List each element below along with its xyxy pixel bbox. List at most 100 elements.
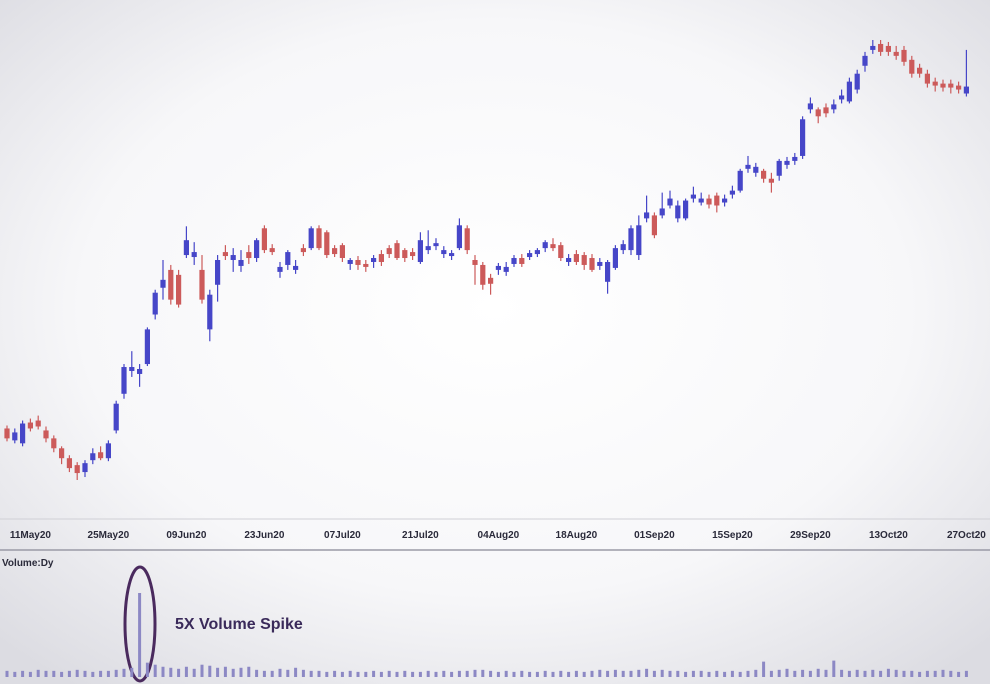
candle-body <box>901 49 907 62</box>
volume-bar <box>309 670 313 677</box>
candle-body <box>776 160 782 176</box>
volume-bar <box>387 670 391 677</box>
candle-body <box>277 266 283 272</box>
volume-bar <box>340 671 344 677</box>
volume-bar <box>153 664 157 677</box>
volume-bar <box>5 670 9 677</box>
volume-bar <box>832 660 836 677</box>
candle-body <box>82 463 88 473</box>
candle-body <box>441 250 447 255</box>
candle-body <box>495 265 501 270</box>
volume-bar <box>91 671 95 677</box>
volume-bar <box>668 670 672 677</box>
volume-bar <box>418 671 422 677</box>
volume-bar <box>450 671 454 677</box>
candle-body <box>12 432 18 441</box>
volume-bar <box>473 669 477 677</box>
candle-body <box>612 248 618 268</box>
volume-bar <box>567 671 571 677</box>
candle-body <box>768 178 774 183</box>
volume-bar <box>754 669 758 677</box>
candle-body <box>745 164 751 169</box>
candle-body <box>238 260 244 266</box>
candle-body <box>683 200 689 219</box>
volume-bar <box>879 670 883 677</box>
candle-body <box>753 166 759 173</box>
candle-body <box>113 403 119 431</box>
volume-bar <box>645 668 649 677</box>
candle-body <box>230 255 236 260</box>
volume-bar <box>231 668 235 677</box>
candle-body <box>308 228 314 249</box>
candle-body <box>355 260 361 265</box>
x-tick-label: 29Sep20 <box>790 530 831 541</box>
candle-body <box>628 228 634 251</box>
volume-bar <box>122 668 126 677</box>
candle-body <box>581 255 587 265</box>
x-tick-label: 15Sep20 <box>712 530 753 541</box>
candle-body <box>4 428 10 439</box>
candle-body <box>246 252 252 259</box>
candle-body <box>948 83 954 88</box>
candle-body <box>909 59 915 74</box>
candle-body <box>137 369 143 374</box>
volume-bar <box>707 671 711 677</box>
candle-body <box>183 240 189 256</box>
volume-bar <box>598 669 602 677</box>
candle-body <box>878 43 884 52</box>
volume-bar <box>426 670 430 677</box>
volume-bar <box>684 671 688 677</box>
candle-body <box>963 86 969 94</box>
candle-body <box>698 198 704 203</box>
volume-bar <box>902 670 906 677</box>
volume-bar <box>652 670 656 677</box>
candle-body <box>35 420 41 427</box>
volume-bar <box>465 670 469 677</box>
volume-bar <box>528 671 532 677</box>
volume-bar <box>801 669 805 677</box>
candle-body <box>168 269 174 300</box>
volume-bar <box>863 670 867 677</box>
highlight-ellipse <box>123 565 157 683</box>
volume-bar <box>582 671 586 677</box>
volume-bar <box>808 670 812 677</box>
candle-body <box>511 258 517 264</box>
x-tick-label: 04Aug20 <box>478 530 520 541</box>
candle-body <box>644 212 650 219</box>
candle-body <box>66 458 72 469</box>
candle-body <box>339 245 345 259</box>
candle-body <box>371 258 377 262</box>
candle-body <box>285 252 291 265</box>
volume-bar <box>130 667 134 677</box>
candle-body <box>792 156 798 161</box>
candle-body <box>605 261 611 282</box>
volume-bar <box>793 670 797 677</box>
candle-body <box>121 367 127 394</box>
volume-bar <box>847 670 851 677</box>
candle-body <box>98 452 104 459</box>
candle-body <box>558 245 564 259</box>
candle-body <box>332 248 338 255</box>
candle-body <box>932 81 938 86</box>
volume-bar <box>535 671 539 677</box>
volume-bar <box>379 671 383 677</box>
volume-bar <box>114 669 118 677</box>
candle-body <box>807 103 813 110</box>
volume-bar <box>60 671 64 677</box>
candle-body <box>316 228 322 249</box>
candle-body <box>729 190 735 195</box>
candle-body <box>417 240 423 262</box>
volume-bar <box>918 671 922 677</box>
candle-body <box>519 258 525 264</box>
volume-bar <box>504 670 508 677</box>
volume-bar <box>496 671 500 677</box>
volume-bar <box>223 666 227 677</box>
candle-body <box>433 243 439 247</box>
volume-bar <box>52 670 56 677</box>
candle-body <box>800 119 806 156</box>
volume-bar <box>559 670 563 677</box>
candle-body <box>784 160 790 165</box>
volume-bar <box>270 670 274 677</box>
volume-bar <box>99 670 103 677</box>
